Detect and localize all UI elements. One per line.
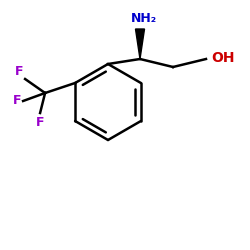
Text: F: F xyxy=(12,94,21,108)
Text: OH: OH xyxy=(211,51,234,65)
Text: F: F xyxy=(36,116,44,129)
Text: NH₂: NH₂ xyxy=(131,12,157,25)
Text: F: F xyxy=(14,65,23,78)
Polygon shape xyxy=(136,29,144,59)
